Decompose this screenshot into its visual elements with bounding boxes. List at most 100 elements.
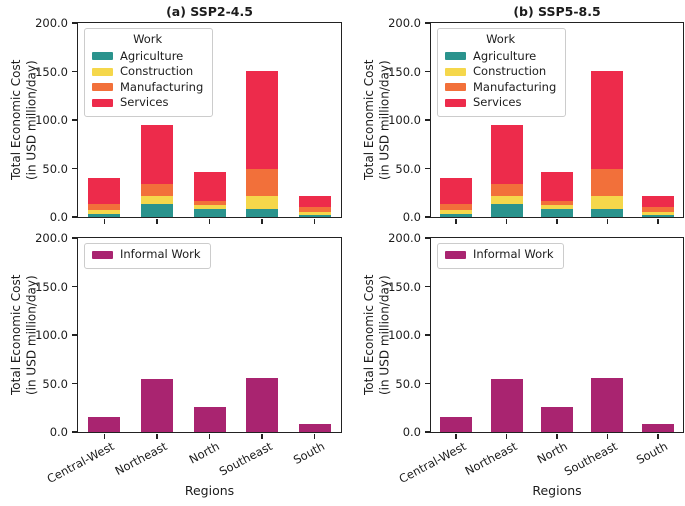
y-tick-label: 0.0	[49, 210, 68, 224]
x-tick-label-south: South	[634, 439, 671, 468]
chart-title-b: (b) SSP5-8.5	[513, 4, 601, 19]
bar-northeast-manufacturing	[140, 184, 173, 196]
y-axis-label: Total Economic Cost (in USD million/day)	[9, 59, 39, 181]
y-tick-label: 100.0	[388, 113, 421, 127]
legend-label: Informal Work	[473, 247, 554, 261]
bar-south-construction	[641, 211, 674, 215]
bar-south-manufacturing	[298, 206, 331, 212]
bar-central-west-informal-work	[88, 417, 121, 432]
x-tick-label-northeast: Northeast	[112, 439, 170, 479]
x-tick-mark	[455, 218, 457, 224]
legend: Informal Work	[84, 243, 211, 269]
bar-northeast-informal-work	[490, 378, 523, 432]
legend-entry-agriculture: Agriculture	[92, 49, 203, 65]
x-tick-label-central-west: Central-West	[397, 439, 469, 487]
bar-northeast-services	[490, 124, 523, 185]
y-tick-label: 150.0	[35, 279, 68, 294]
subplot-ssp2-formal-work: (a) SSP2-4.5 0.0 50.0 100.0 150.0 200.0 Work A…	[9, 4, 342, 224]
bar-north-services	[193, 172, 226, 201]
y-tick-label: 150.0	[388, 64, 421, 79]
bar-north-services	[541, 172, 573, 201]
bar-north-manufacturing	[193, 200, 226, 206]
bar-south-services	[298, 195, 331, 207]
y-tick-label: 0.0	[49, 425, 68, 439]
y-axis-label: Total Economic Cost (in USD million/day)	[362, 59, 392, 181]
legend-entry-informal-work: Informal Work	[92, 247, 201, 263]
legend-label: Agriculture	[120, 48, 184, 63]
bar-northeast-services	[140, 124, 173, 185]
x-tick-mark	[657, 218, 659, 224]
y-tick-mark	[424, 22, 430, 24]
y-tick-mark	[424, 237, 430, 239]
y-tick-label: 50.0	[395, 376, 421, 391]
x-tick-mark	[261, 218, 263, 224]
y-tick-label: 100.0	[388, 328, 421, 342]
legend-entry-construction: Construction	[445, 64, 556, 80]
bar-northeast-construction	[140, 195, 173, 205]
y-tick-mark	[424, 70, 430, 73]
bar-southeast-services	[591, 70, 624, 169]
y-tick-label: 200.0	[35, 16, 68, 30]
bar-southeast-informal-work	[591, 377, 624, 432]
bar-central-west-agriculture	[440, 213, 473, 217]
bar-north-informal-work	[541, 406, 573, 432]
chart-title-a: (a) SSP2-4.5	[166, 4, 253, 19]
legend-label: Construction	[473, 64, 547, 78]
x-tick-label-northeast: Northeast	[462, 439, 520, 479]
bar-central-west-manufacturing	[88, 204, 121, 210]
x-tick-mark	[208, 218, 211, 224]
x-tick-mark	[505, 433, 508, 439]
bar-northeast-agriculture	[490, 204, 523, 217]
y-axis-label: Total Economic Cost (in USD million/day)	[362, 274, 392, 396]
legend-entry-manufacturing: Manufacturing	[92, 80, 203, 96]
bar-north-agriculture	[541, 209, 573, 217]
legend-swatch-services	[445, 98, 466, 107]
bar-south-informal-work	[298, 424, 331, 432]
x-tick-mark	[103, 433, 106, 439]
legend-label: Services	[120, 95, 169, 109]
y-tick-mark	[424, 285, 430, 288]
bar-north-agriculture	[193, 209, 226, 217]
legend-swatch-agriculture	[445, 52, 466, 61]
bar-southeast-manufacturing	[246, 168, 279, 196]
y-tick-mark	[71, 237, 77, 239]
x-tick-mark	[313, 433, 316, 439]
y-tick-label: 100.0	[35, 113, 68, 127]
y-tick-label: 200.0	[388, 16, 421, 30]
legend: Work Agriculture Construction Manufacturing…	[84, 28, 214, 117]
y-tick-label: 150.0	[35, 64, 68, 79]
y-tick-label: 150.0	[388, 279, 421, 294]
bar-southeast-agriculture	[591, 209, 624, 217]
x-axis-label: Regions	[184, 483, 235, 498]
legend-title: Work	[133, 32, 163, 46]
legend-entry-construction: Construction	[92, 64, 203, 80]
legend-swatch-agriculture	[92, 52, 113, 61]
bar-southeast-agriculture	[246, 209, 279, 217]
y-tick-label: 50.0	[42, 376, 68, 391]
legend-swatch-services	[92, 98, 113, 107]
legend-label: Manufacturing	[473, 79, 557, 94]
legend-label: Construction	[120, 64, 194, 78]
legend-label: Manufacturing	[120, 79, 204, 94]
x-tick-label-north: North	[187, 439, 223, 467]
bar-south-construction	[298, 211, 331, 215]
x-tick-mark	[208, 433, 211, 439]
y-tick-label: 200.0	[35, 231, 68, 245]
bar-northeast-agriculture	[140, 204, 173, 217]
bar-southeast-manufacturing	[591, 168, 624, 196]
y-tick-label: 200.0	[388, 231, 421, 245]
y-tick-mark	[71, 431, 77, 433]
subplot-ssp5-formal-work: (b) SSP5-8.5 0.0 50.0 100.0 150.0 200.0 Work A…	[362, 4, 684, 224]
x-tick-mark	[657, 433, 659, 439]
legend-title: Work	[486, 32, 516, 46]
legend-swatch-informal-work	[92, 250, 113, 259]
legend: Informal Work	[437, 243, 564, 269]
x-tick-mark	[556, 433, 558, 439]
bar-north-construction	[193, 205, 226, 210]
bar-north-manufacturing	[541, 200, 573, 206]
y-tick-mark	[424, 167, 430, 170]
x-tick-label-north: North	[534, 439, 570, 467]
y-tick-mark	[71, 285, 77, 288]
y-tick-mark	[424, 334, 430, 336]
x-tick-label-southeast: Southeast	[216, 439, 275, 479]
